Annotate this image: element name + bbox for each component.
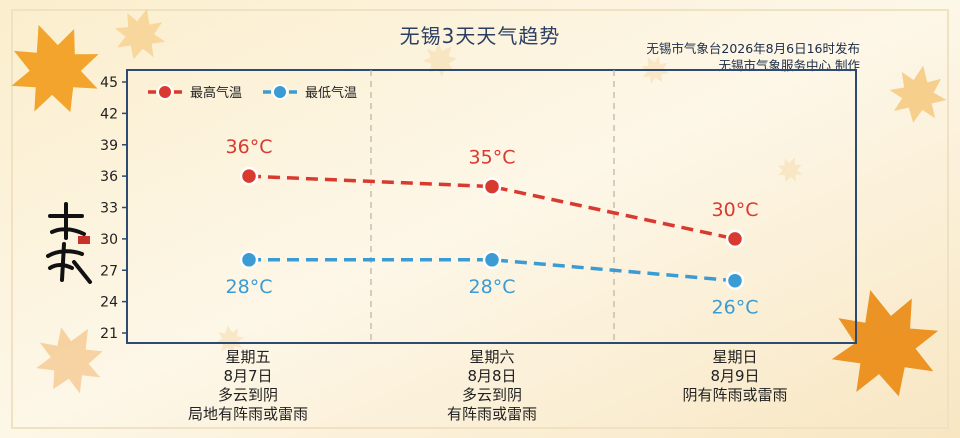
legend-marker xyxy=(157,84,173,100)
day-weather: 多云到阴 xyxy=(461,386,522,404)
plot-frame xyxy=(126,69,857,344)
day-weekday: 星期五 xyxy=(225,348,271,366)
day-info-sunday: 星期日 8月9日 阴有阵雨或雷雨 xyxy=(615,348,855,405)
data-point xyxy=(482,250,502,270)
legend: 最高气温 最低气温 xyxy=(148,84,357,101)
day-separators xyxy=(370,70,615,343)
data-point xyxy=(239,166,259,186)
legend-label: 最高气温 xyxy=(190,85,242,101)
y-tick-label: 45 xyxy=(100,75,118,91)
day-weather-detail: 有阵雨或雷雨 xyxy=(446,405,537,423)
day-date: 8月8日 xyxy=(467,367,517,385)
data-label: 35°C xyxy=(469,147,516,169)
data-point xyxy=(482,177,502,196)
y-tick-label: 21 xyxy=(100,326,118,342)
day-date: 8月7日 xyxy=(223,367,273,385)
data-label: 36°C xyxy=(226,136,273,158)
data-point xyxy=(725,271,745,290)
series-layer: 36°C 35°C 30°C 28°C 28°C 26°C xyxy=(226,136,759,319)
data-label: 30°C xyxy=(712,199,759,221)
legend-label: 最低气温 xyxy=(305,85,357,101)
day-weekday: 星期六 xyxy=(469,348,515,366)
y-tick-label: 27 xyxy=(100,263,118,279)
day-date: 8月9日 xyxy=(710,367,760,385)
legend-marker xyxy=(272,84,288,100)
series-line-low xyxy=(249,258,736,283)
y-tick-label: 33 xyxy=(100,201,118,217)
data-point xyxy=(239,250,259,270)
issuer-line: 无锡市气象台2026年8月6日16时发布 xyxy=(646,41,860,56)
data-label: 26°C xyxy=(712,297,759,319)
day-info-friday: 星期五 8月7日 多云到阴 局地有阵雨或雷雨 xyxy=(128,348,368,424)
series-line-high xyxy=(248,174,736,241)
data-label: 28°C xyxy=(469,276,516,298)
y-tick-label: 42 xyxy=(100,106,118,122)
y-tick-label: 39 xyxy=(100,138,118,154)
y-tick-label: 36 xyxy=(100,169,118,185)
day-info-saturday: 星期六 8月8日 多云到阴 有阵雨或雷雨 xyxy=(372,348,612,424)
day-weekday: 星期日 xyxy=(712,348,758,366)
y-axis: 21 24 27 30 33 36 39 42 45 xyxy=(100,75,127,342)
day-weather: 多云到阴 xyxy=(217,386,278,404)
data-label: 28°C xyxy=(226,276,273,298)
y-tick-label: 24 xyxy=(100,295,118,311)
data-point xyxy=(725,229,745,249)
y-tick-label: 30 xyxy=(100,232,118,248)
page-title: 无锡3天天气趋势 xyxy=(399,24,561,48)
day-weather-detail: 局地有阵雨或雷雨 xyxy=(187,405,308,423)
solar-term-seal xyxy=(46,202,92,284)
day-weather: 阴有阵雨或雷雨 xyxy=(682,386,788,404)
